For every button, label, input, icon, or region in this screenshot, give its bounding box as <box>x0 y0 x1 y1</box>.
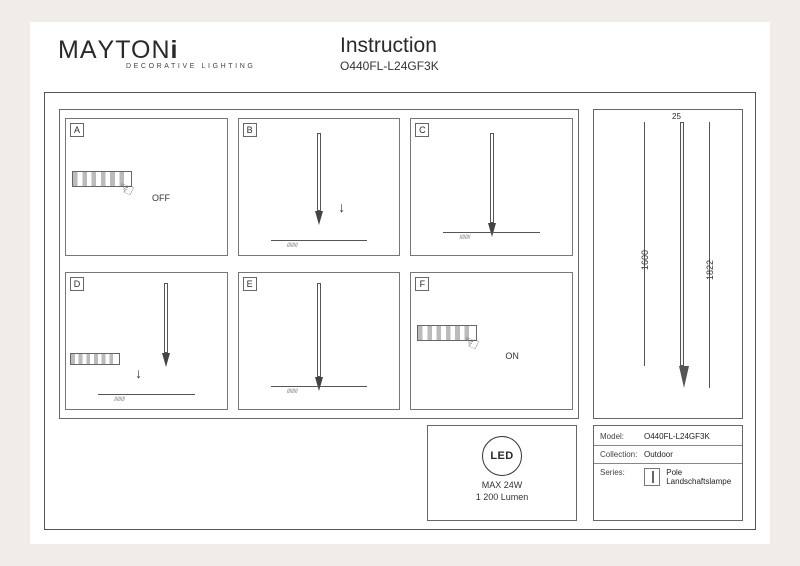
info-key: Collection: <box>600 450 644 459</box>
spike-icon <box>488 223 496 237</box>
step-d: D ↓ / / / / / / / / <box>65 272 228 410</box>
info-panel: Model: O440FL-L24GF3K Collection: Outdoo… <box>593 425 743 521</box>
divider <box>594 463 742 464</box>
instruction-sheet: MAYTONi DECORATIVE LIGHTING Instruction … <box>30 22 770 544</box>
series-desc: Landschaftslampe <box>666 477 731 486</box>
brand-name: MAYTONi <box>58 36 255 65</box>
info-key: Series: <box>600 468 644 486</box>
info-key: Model: <box>600 432 644 441</box>
series-pole-icon <box>644 468 660 486</box>
switch-on-label: ON <box>505 351 519 361</box>
dim-height-pole: 1600 <box>640 250 650 270</box>
dim-height-total: 1822 <box>705 260 715 280</box>
pole-icon <box>317 283 321 377</box>
ground-line-icon <box>98 394 194 395</box>
pole-icon <box>490 133 494 223</box>
led-badge-icon: LED <box>482 436 522 476</box>
step-a: A ☞ OFF <box>65 118 228 256</box>
info-row-model: Model: O440FL-L24GF3K <box>600 432 736 441</box>
dim-line-icon <box>709 122 710 388</box>
ground-line-icon <box>443 232 539 233</box>
page-title: Instruction <box>340 34 439 58</box>
ground-hatch-icon: / / / / / / / / <box>287 389 297 395</box>
switch-off-label: OFF <box>152 193 170 203</box>
arrow-down-icon: ↓ <box>338 199 345 215</box>
step-f: F ☞ ON <box>410 272 573 410</box>
spike-icon <box>315 211 323 225</box>
step-b: B ↓ / / / / / / / / <box>238 118 401 256</box>
arrow-down-icon: ↓ <box>135 365 142 381</box>
pole-icon <box>164 283 168 353</box>
step-row-1: A ☞ OFF B ↓ / / / / / / / / C <box>60 110 578 264</box>
info-value: Pole Landschaftslampe <box>644 468 736 486</box>
pole-icon <box>317 133 321 211</box>
steps-panel: A ☞ OFF B ↓ / / / / / / / / C <box>59 109 579 419</box>
dimensions-panel: 25 1600 1822 <box>593 109 743 419</box>
info-value: O440FL-L24GF3K <box>644 432 736 441</box>
ground-hatch-icon: / / / / / / / / <box>460 235 470 241</box>
led-max: MAX 24W <box>428 480 576 490</box>
step-label: A <box>70 123 84 137</box>
spike-icon <box>679 366 689 388</box>
dim-line-icon <box>644 122 645 366</box>
step-label: C <box>415 123 429 137</box>
led-panel: LED MAX 24W 1 200 Lumen <box>427 425 577 521</box>
step-label: F <box>415 277 429 291</box>
ground-line-icon <box>271 240 367 241</box>
logo-block: MAYTONi DECORATIVE LIGHTING <box>58 36 255 70</box>
drawing-frame: A ☞ OFF B ↓ / / / / / / / / C <box>44 92 756 530</box>
led-lumen: 1 200 Lumen <box>428 492 576 502</box>
step-label: D <box>70 277 84 291</box>
pole-icon <box>680 122 684 366</box>
step-label: B <box>243 123 257 137</box>
dim-width-label: 25 <box>672 112 681 121</box>
ground-hatch-icon: / / / / / / / / <box>114 397 124 403</box>
terminal-block-icon <box>70 353 120 365</box>
step-e: E / / / / / / / / <box>238 272 401 410</box>
step-row-2: D ↓ / / / / / / / / E / / / / / / / / <box>60 264 578 418</box>
info-row-collection: Collection: Outdoor <box>600 450 736 459</box>
ground-line-icon <box>271 386 367 387</box>
spike-icon <box>162 353 170 367</box>
ground-hatch-icon: / / / / / / / / <box>287 243 297 249</box>
series-name: Pole <box>666 468 682 477</box>
spike-icon <box>315 377 323 391</box>
step-label: E <box>243 277 257 291</box>
info-row-series: Series: Pole Landschaftslampe <box>600 468 736 486</box>
step-c: C / / / / / / / / <box>410 118 573 256</box>
model-code: O440FL-L24GF3K <box>340 59 439 73</box>
info-value: Outdoor <box>644 450 736 459</box>
divider <box>594 445 742 446</box>
title-block: Instruction O440FL-L24GF3K <box>340 34 439 73</box>
